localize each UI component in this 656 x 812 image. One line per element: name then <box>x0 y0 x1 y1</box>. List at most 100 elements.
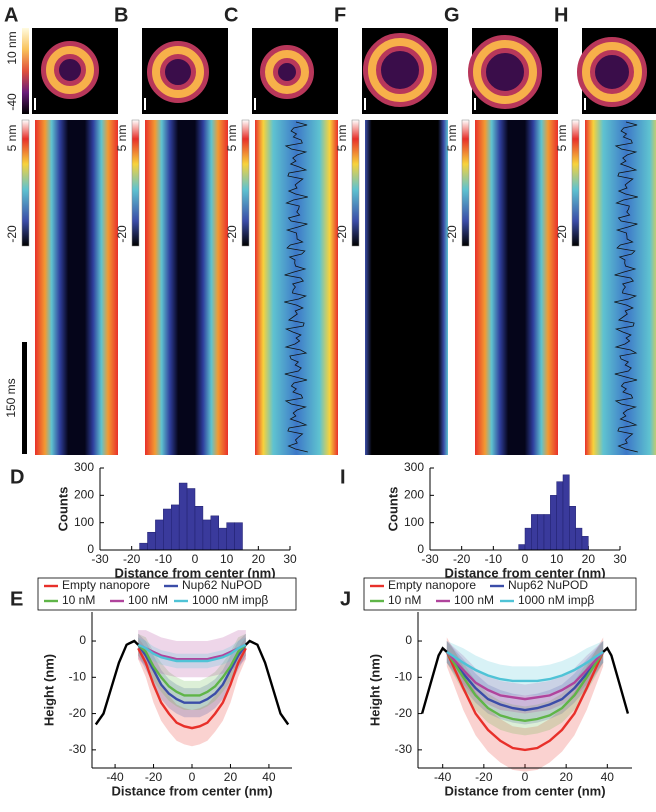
y-axis-title: Counts <box>55 487 70 532</box>
histogram-bar <box>171 504 180 551</box>
colorbar <box>241 119 250 247</box>
x-tick-label: 10 <box>550 552 564 566</box>
y-tick-label: 200 <box>74 488 94 502</box>
histogram-bar <box>139 542 148 551</box>
colorbar-label: 5 nm <box>5 125 19 152</box>
x-tick-label: 30 <box>613 552 627 566</box>
error-band <box>446 641 604 725</box>
x-tick-label: -10 <box>155 552 173 566</box>
y-tick-label: 300 <box>74 460 94 474</box>
time-scale-bar <box>22 342 27 454</box>
x-tick-label: 0 <box>522 552 529 566</box>
colorbar <box>131 119 140 247</box>
kymograph <box>475 120 558 455</box>
pore-ring <box>473 40 537 104</box>
legend-label: Empty nanopore <box>388 578 476 592</box>
histogram-bar <box>234 522 243 551</box>
y-axis-title: Height (nm) <box>41 654 56 726</box>
x-tick-label: 40 <box>262 770 276 784</box>
pore-ring <box>368 38 432 102</box>
x-tick-label: -10 <box>485 552 503 566</box>
colorbar-label: -20 <box>5 225 19 243</box>
error-band <box>446 641 604 714</box>
histogram-bar <box>569 506 576 551</box>
pore-ring <box>582 42 642 102</box>
y-tick-label: 100 <box>404 515 424 529</box>
x-tick-label: -20 <box>475 770 493 784</box>
time-scale-label: 150 ms <box>4 378 18 417</box>
colorbar-label: 5 nm <box>335 125 349 152</box>
colorbar-label: 5 nm <box>445 125 459 152</box>
colorbar-label: 5 nm <box>115 125 129 152</box>
error-band <box>138 637 246 747</box>
histogram-bar <box>556 481 564 551</box>
panel-letter: I <box>340 466 346 488</box>
series-line <box>137 644 247 704</box>
histogram-bar <box>550 495 557 551</box>
y-tick-label: 300 <box>404 460 424 474</box>
histogram-bar <box>531 514 538 551</box>
x-tick-label: -40 <box>106 770 124 784</box>
legend-label: Nup62 NuPOD <box>508 578 588 592</box>
x-tick-label: 30 <box>283 552 297 566</box>
error-band <box>138 633 246 718</box>
error-band <box>446 641 604 736</box>
histogram-bar <box>178 482 188 551</box>
histogram-bar <box>147 531 156 551</box>
x-tick-label: 20 <box>224 770 238 784</box>
kymograph <box>585 120 656 455</box>
y-tick-label: -10 <box>69 669 87 683</box>
colorbar-label: 5 nm <box>225 125 239 152</box>
colorbar <box>571 119 580 247</box>
y-tick-label: -30 <box>69 742 87 756</box>
x-tick-label: 20 <box>582 552 596 566</box>
histogram-bar <box>226 522 235 551</box>
colorbar <box>21 119 30 247</box>
x-tick-label: -20 <box>123 552 141 566</box>
y-tick-label: 100 <box>74 515 94 529</box>
panel-letter: F <box>334 4 346 26</box>
legend-label: Nup62 NuPOD <box>182 578 262 592</box>
panel-letter: H <box>554 4 568 26</box>
colorbar-label: -20 <box>445 225 459 243</box>
colorbar-label: -40 <box>5 93 19 111</box>
x-tick-label: 10 <box>220 552 234 566</box>
series-line <box>137 647 247 730</box>
panel-letter: A <box>4 4 18 26</box>
histogram-bar <box>210 515 219 551</box>
colorbar <box>22 28 29 114</box>
series-line <box>602 646 630 714</box>
series-line <box>94 639 140 726</box>
y-tick-label: 0 <box>405 633 412 647</box>
x-tick-label: 0 <box>189 770 196 784</box>
x-tick-label: 0 <box>522 770 529 784</box>
y-tick-label: 0 <box>87 542 94 556</box>
legend-box <box>363 577 637 611</box>
histogram-bar <box>218 527 227 551</box>
panel-letter: C <box>224 4 238 26</box>
kymograph <box>365 120 448 455</box>
error-band <box>138 630 246 678</box>
pore-ring <box>265 50 309 94</box>
panel-letter: G <box>444 4 460 26</box>
legend-label: Empty nanopore <box>62 578 150 592</box>
y-tick-label: -20 <box>69 706 87 720</box>
x-tick-label: -20 <box>145 770 163 784</box>
histogram-bar <box>581 536 589 551</box>
legend-label: 100 nM <box>454 593 494 607</box>
colorbar <box>461 119 470 247</box>
colorbar-label: -20 <box>225 225 239 243</box>
histogram-bar <box>194 506 204 551</box>
x-axis-title: Distance from center (nm) <box>444 565 605 580</box>
trace <box>284 121 308 453</box>
histogram-bar <box>524 527 532 551</box>
series-line <box>445 651 605 723</box>
error-band <box>138 637 246 669</box>
histogram-bar <box>186 488 196 551</box>
y-axis-title: Height (nm) <box>367 654 382 726</box>
histogram-bar <box>562 474 570 551</box>
x-tick-label: -30 <box>421 552 439 566</box>
x-tick-label: -40 <box>434 770 452 784</box>
error-band <box>446 641 604 696</box>
